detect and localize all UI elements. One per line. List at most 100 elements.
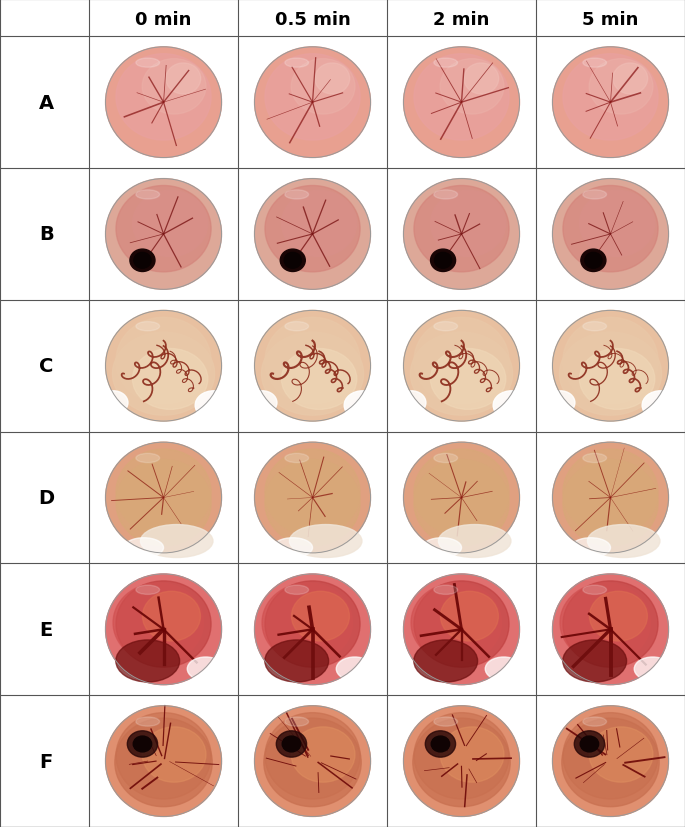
Ellipse shape: [116, 450, 211, 536]
Ellipse shape: [414, 640, 477, 682]
Ellipse shape: [115, 719, 212, 806]
Ellipse shape: [434, 323, 458, 332]
Ellipse shape: [130, 250, 155, 272]
Ellipse shape: [414, 581, 509, 667]
Ellipse shape: [265, 640, 329, 682]
Ellipse shape: [403, 442, 519, 553]
Ellipse shape: [583, 323, 606, 332]
Ellipse shape: [265, 55, 360, 141]
Ellipse shape: [563, 640, 627, 682]
Ellipse shape: [574, 731, 605, 758]
Ellipse shape: [464, 64, 499, 95]
Text: 2 min: 2 min: [434, 12, 490, 30]
Ellipse shape: [583, 190, 606, 200]
Ellipse shape: [140, 525, 213, 558]
Ellipse shape: [255, 706, 371, 816]
Ellipse shape: [136, 454, 160, 463]
Text: 5 min: 5 min: [582, 12, 638, 30]
Ellipse shape: [133, 736, 151, 752]
Ellipse shape: [262, 583, 353, 662]
Ellipse shape: [440, 591, 499, 641]
Ellipse shape: [136, 323, 160, 332]
Ellipse shape: [265, 186, 360, 273]
Ellipse shape: [136, 586, 160, 595]
Ellipse shape: [116, 581, 211, 667]
Ellipse shape: [265, 318, 360, 404]
Ellipse shape: [438, 525, 511, 558]
Ellipse shape: [434, 190, 458, 200]
Ellipse shape: [434, 717, 458, 726]
Ellipse shape: [255, 179, 371, 290]
Ellipse shape: [583, 586, 606, 595]
Ellipse shape: [105, 311, 221, 422]
Ellipse shape: [430, 349, 506, 410]
Ellipse shape: [580, 349, 655, 410]
Ellipse shape: [434, 586, 458, 595]
Ellipse shape: [291, 60, 355, 115]
Ellipse shape: [563, 713, 658, 799]
Ellipse shape: [285, 323, 308, 332]
Ellipse shape: [265, 581, 360, 667]
Ellipse shape: [285, 586, 308, 595]
Ellipse shape: [195, 391, 232, 420]
Text: C: C: [39, 356, 53, 375]
Ellipse shape: [553, 179, 669, 290]
Ellipse shape: [434, 253, 451, 269]
Ellipse shape: [410, 332, 512, 416]
Text: B: B: [39, 225, 53, 244]
Ellipse shape: [563, 55, 658, 141]
Ellipse shape: [553, 48, 669, 158]
Ellipse shape: [562, 719, 659, 806]
Ellipse shape: [585, 253, 602, 269]
Ellipse shape: [248, 391, 277, 415]
Ellipse shape: [113, 583, 203, 662]
Ellipse shape: [553, 574, 669, 685]
Ellipse shape: [280, 250, 306, 272]
Ellipse shape: [344, 391, 381, 420]
Ellipse shape: [403, 179, 519, 290]
Ellipse shape: [99, 391, 128, 415]
Ellipse shape: [588, 525, 660, 558]
Ellipse shape: [116, 640, 179, 682]
Ellipse shape: [403, 48, 519, 158]
Ellipse shape: [414, 55, 509, 141]
Ellipse shape: [255, 442, 371, 553]
Ellipse shape: [127, 731, 158, 758]
Ellipse shape: [124, 538, 164, 558]
Ellipse shape: [414, 318, 509, 404]
Ellipse shape: [431, 250, 456, 272]
Ellipse shape: [132, 191, 208, 257]
Ellipse shape: [315, 64, 350, 95]
Ellipse shape: [563, 581, 658, 667]
Ellipse shape: [116, 318, 211, 404]
Ellipse shape: [583, 717, 606, 726]
Ellipse shape: [134, 253, 151, 269]
Ellipse shape: [422, 538, 462, 558]
Ellipse shape: [136, 717, 160, 726]
Ellipse shape: [282, 736, 301, 752]
Ellipse shape: [285, 717, 308, 726]
Ellipse shape: [264, 719, 361, 806]
Ellipse shape: [105, 179, 221, 290]
Ellipse shape: [290, 525, 362, 558]
Ellipse shape: [560, 332, 662, 416]
Ellipse shape: [560, 583, 651, 662]
Ellipse shape: [136, 59, 160, 68]
Ellipse shape: [411, 583, 501, 662]
Ellipse shape: [546, 391, 575, 415]
Text: E: E: [40, 620, 53, 639]
Ellipse shape: [440, 727, 504, 782]
Ellipse shape: [105, 574, 221, 685]
Ellipse shape: [580, 191, 655, 257]
Ellipse shape: [589, 60, 653, 115]
Ellipse shape: [553, 311, 669, 422]
Ellipse shape: [136, 190, 160, 200]
Text: D: D: [38, 489, 54, 508]
Ellipse shape: [116, 460, 211, 547]
Ellipse shape: [431, 736, 449, 752]
Ellipse shape: [571, 538, 610, 558]
Ellipse shape: [563, 318, 658, 404]
Ellipse shape: [414, 713, 509, 799]
Ellipse shape: [553, 706, 669, 816]
Ellipse shape: [282, 349, 357, 410]
